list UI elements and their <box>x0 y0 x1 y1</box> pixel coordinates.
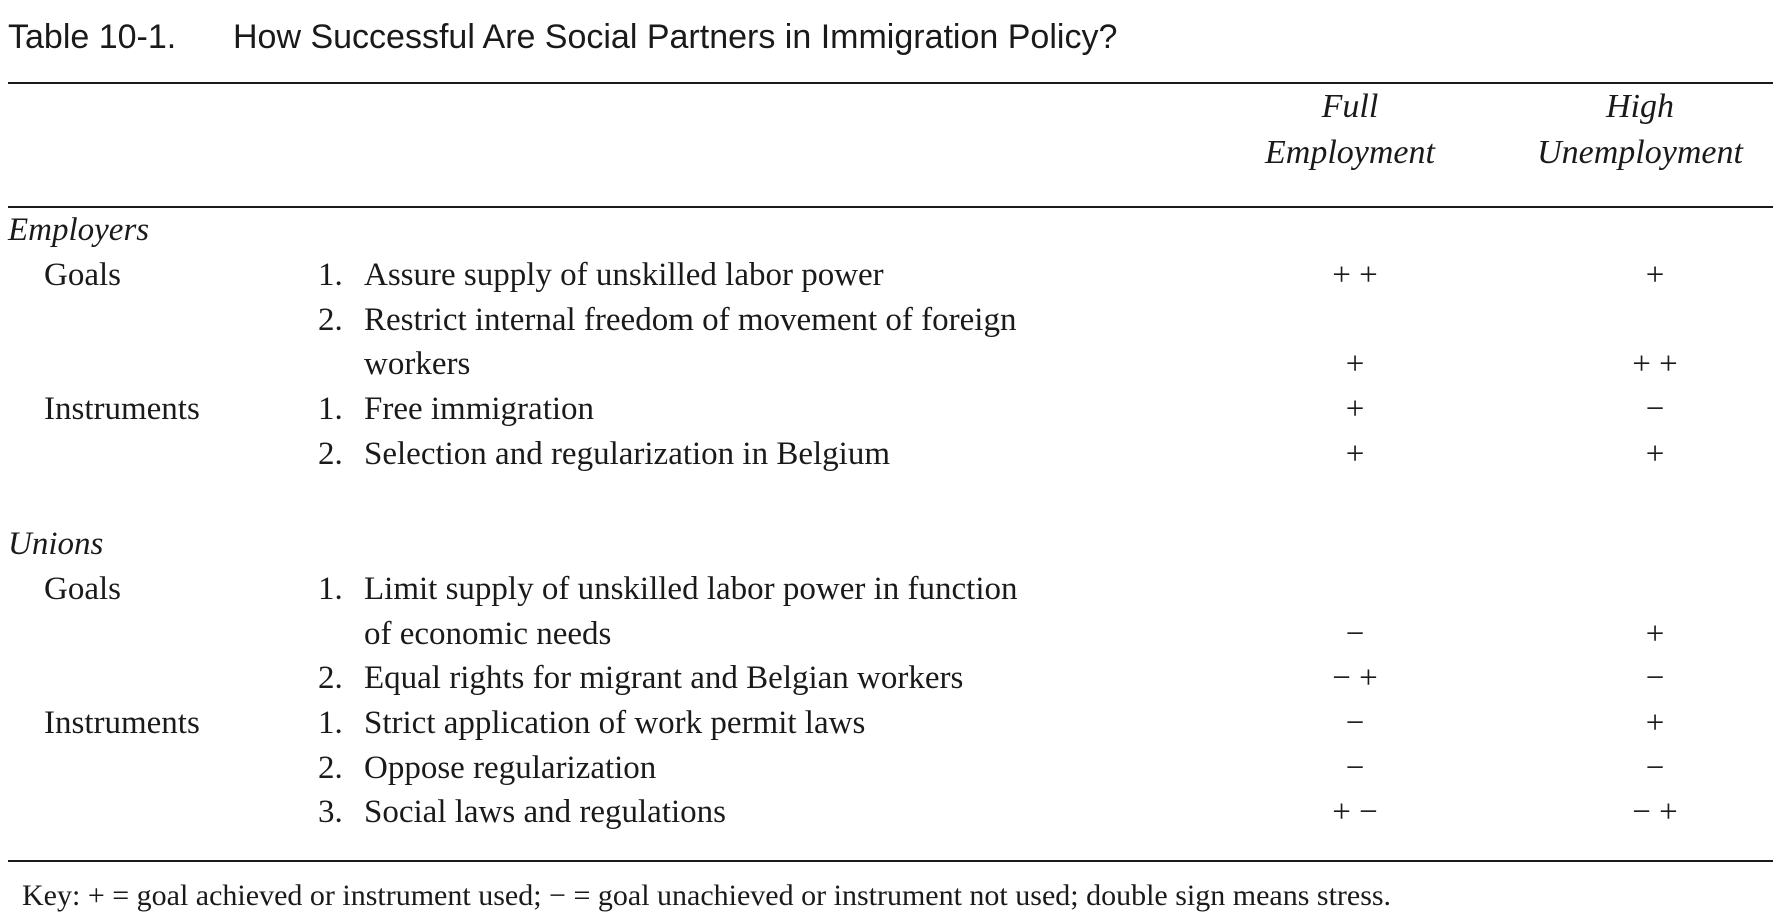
item-text: Social laws and regulations <box>364 794 727 830</box>
full-employment-sign: + <box>1345 436 1365 472</box>
item-number: 2. <box>318 660 343 696</box>
section-heading-unions: Unions <box>8 526 104 562</box>
section-heading-employers: Employers <box>8 212 150 248</box>
column-header-line: High <box>1606 88 1674 125</box>
item-text: Restrict internal freedom of movement of… <box>364 302 1017 338</box>
category-label: Instruments <box>44 705 200 741</box>
high-unemployment-sign: − <box>1645 660 1665 696</box>
full-employment-sign: + <box>1345 346 1365 382</box>
full-employment-sign: − <box>1345 705 1365 741</box>
item-number: 3. <box>318 794 343 830</box>
table-row-continuation: workers + + + <box>0 342 1790 387</box>
table-title: Table 10-1. How Successful Are Social Par… <box>8 12 1117 62</box>
full-employment-sign: + + <box>1332 257 1378 293</box>
full-employment-sign: + <box>1345 391 1365 427</box>
full-employment-sign: − <box>1345 616 1365 652</box>
category-label: Goals <box>44 571 121 607</box>
section-heading-row: Employers <box>0 208 1790 253</box>
table-title-text: How Successful Are Social Partners in Im… <box>233 18 1118 56</box>
table-row: Instruments 1. Free immigration + − <box>0 387 1790 432</box>
high-unemployment-sign: + + <box>1632 346 1678 382</box>
high-unemployment-sign: + <box>1645 705 1665 741</box>
table-row: Instruments 1. Strict application of wor… <box>0 701 1790 746</box>
table-number: Table 10-1. <box>8 18 177 56</box>
section-heading-row: Unions <box>0 522 1790 567</box>
item-text: Assure supply of unskilled labor power <box>364 257 884 293</box>
table-key-note: Key: + = goal achieved or instrument use… <box>22 879 1392 912</box>
table-row: 2. Oppose regularization − − <box>0 746 1790 791</box>
column-header-full-employment: Full Employment <box>1230 84 1470 176</box>
column-header-line: Full <box>1321 88 1379 125</box>
top-rule <box>8 82 1773 84</box>
item-number: 1. <box>318 391 343 427</box>
high-unemployment-sign: + <box>1645 616 1665 652</box>
item-text: Limit supply of unskilled labor power in… <box>364 571 1018 607</box>
item-number: 1. <box>318 257 343 293</box>
item-text: Oppose regularization <box>364 750 657 786</box>
item-text: Equal rights for migrant and Belgian wor… <box>364 660 964 696</box>
full-employment-sign: + − <box>1332 794 1378 830</box>
table-row: 2. Equal rights for migrant and Belgian … <box>0 656 1790 701</box>
table-row-continuation: of economic needs − + <box>0 612 1790 657</box>
item-number: 2. <box>318 302 343 338</box>
column-header-high-unemployment: High Unemployment <box>1510 84 1770 176</box>
item-number: 1. <box>318 705 343 741</box>
table-row: 3. Social laws and regulations + − − + <box>0 790 1790 835</box>
high-unemployment-sign: − <box>1645 391 1665 427</box>
item-text: Strict application of work permit laws <box>364 705 866 741</box>
category-label: Goals <box>44 257 121 293</box>
bottom-rule <box>8 860 1773 862</box>
full-employment-sign: − <box>1345 750 1365 786</box>
item-number: 2. <box>318 750 343 786</box>
item-text: Selection and regularization in Belgium <box>364 436 891 472</box>
column-header-line: Unemployment <box>1537 134 1743 171</box>
item-text-continuation: of economic needs <box>364 616 612 652</box>
table-row: 2. Selection and regularization in Belgi… <box>0 432 1790 477</box>
item-text-continuation: workers <box>364 346 471 382</box>
table-row: Goals 1. Assure supply of unskilled labo… <box>0 253 1790 298</box>
category-label: Instruments <box>44 391 200 427</box>
item-number: 1. <box>318 571 343 607</box>
item-number: 2. <box>318 436 343 472</box>
full-employment-sign: − + <box>1332 660 1378 696</box>
high-unemployment-sign: − <box>1645 750 1665 786</box>
header-rule <box>8 206 1773 208</box>
high-unemployment-sign: + <box>1645 257 1665 293</box>
high-unemployment-sign: − + <box>1632 794 1678 830</box>
high-unemployment-sign: + <box>1645 436 1665 472</box>
table-row: Goals 1. Limit supply of unskilled labor… <box>0 567 1790 612</box>
column-header-line: Employment <box>1265 134 1435 171</box>
table-row: 2. Restrict internal freedom of movement… <box>0 298 1790 343</box>
item-text: Free immigration <box>364 391 595 427</box>
